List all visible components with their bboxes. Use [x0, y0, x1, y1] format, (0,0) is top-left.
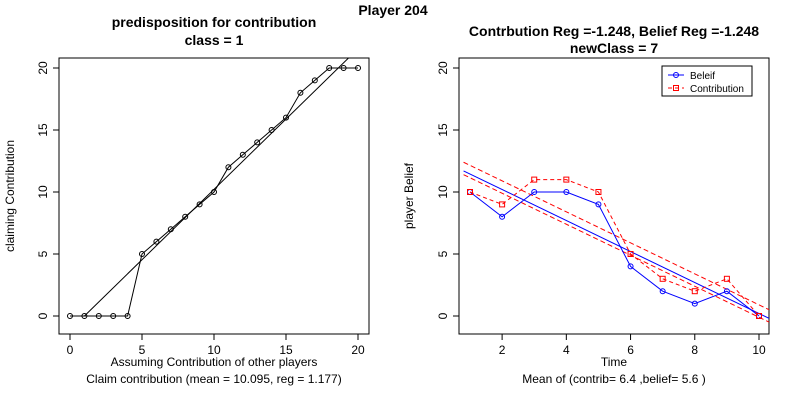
right-series-line-beleif: [469, 191, 760, 317]
left-series-line: [70, 67, 358, 317]
right-data-point-contribution: [563, 176, 570, 183]
right-x-tick-label: 4: [563, 343, 570, 357]
right-y-tick-label: 20: [436, 61, 450, 75]
right-title-line1: Contrbution Reg =-1.248, Belief Reg =-1.…: [469, 23, 759, 39]
right-y-tick-label: 10: [436, 185, 450, 199]
right-plot-frame: [458, 57, 770, 335]
left-y-tick-label: 20: [36, 61, 50, 75]
right-data-point-contribution: [595, 189, 602, 195]
right-trend-line: [463, 170, 769, 319]
right-x-axis-label: Time: [601, 355, 628, 369]
left-plot-frame: [58, 57, 370, 335]
right-y-tick-label: 5: [436, 250, 450, 257]
left-data-point: [254, 139, 261, 146]
right-y-tick-label: 15: [436, 123, 450, 137]
left-x-tick-label: 5: [139, 343, 146, 357]
left-data-point: [239, 151, 246, 158]
right-plot-marks: [463, 161, 769, 323]
left-data-point: [95, 313, 102, 319]
left-data-point: [81, 313, 88, 319]
left-x-tick-label: 0: [67, 343, 74, 357]
right-x-tick-label: 6: [627, 343, 634, 357]
right-data-point-beleif: [595, 201, 602, 208]
legend-marker-beleif: [673, 72, 679, 78]
left-data-point: [196, 201, 203, 208]
left-plot-marks: [67, 58, 361, 319]
right-x-tick-label: 8: [691, 343, 698, 357]
right-y-tick-label: 0: [436, 312, 450, 319]
left-data-point: [283, 114, 289, 121]
right-data-point-contribution: [467, 189, 473, 195]
right-trend-line: [463, 174, 769, 323]
right-data-point-beleif: [691, 300, 698, 307]
right-trend-line: [463, 161, 769, 311]
left-data-point: [110, 313, 117, 319]
right-y-axis: 0 5 10 15 20: [436, 61, 459, 319]
right-x-tick-label: 10: [752, 343, 766, 357]
left-y-axis-label: claiming Contribution: [3, 140, 17, 252]
right-data-point-beleif: [659, 288, 666, 295]
left-x-tick-label: 20: [351, 343, 365, 357]
left-data-point: [182, 213, 189, 220]
left-data-point: [311, 77, 318, 84]
right-x-axis: 2 4 6 8 10: [499, 334, 766, 357]
figure-title: Player 204: [358, 2, 427, 18]
right-data-point-beleif: [563, 189, 570, 195]
right-data-point-contribution: [723, 275, 730, 282]
left-data-point: [355, 65, 361, 71]
right-data-point-beleif: [531, 189, 538, 195]
left-x-axis: 0 5 10 15 20: [67, 334, 365, 357]
legend-marker-contribution: [673, 85, 679, 91]
left-caption: Claim contribution (mean = 10.095, reg =…: [86, 372, 341, 386]
right-caption: Mean of (contrib= 6.4 ,belief= 5.6 ): [522, 372, 705, 386]
left-panel: predisposition for contribution class = …: [3, 14, 370, 386]
right-data-point-contribution: [531, 176, 538, 183]
left-regression-line: [84, 58, 350, 317]
left-y-tick-label: 10: [36, 185, 50, 199]
right-y-axis-label: player Belief: [402, 162, 416, 229]
right-data-point-beleif: [627, 263, 634, 270]
left-x-tick-label: 10: [207, 343, 221, 357]
left-y-axis: 0 5 10 15 20: [36, 61, 59, 319]
left-data-point: [153, 238, 160, 245]
left-x-tick-label: 15: [279, 343, 293, 357]
right-panel: Contrbution Reg =-1.248, Belief Reg =-1.…: [402, 23, 770, 386]
left-data-point: [340, 65, 347, 71]
right-data-point-contribution: [691, 288, 698, 295]
left-title-line2: class = 1: [185, 32, 244, 48]
right-data-point-beleif: [499, 213, 506, 220]
right-data-point-contribution: [659, 275, 666, 282]
left-y-tick-label: 0: [36, 312, 50, 319]
left-title-line1: predisposition for contribution: [112, 14, 317, 30]
right-data-point-contribution: [499, 201, 506, 208]
legend-label-beleif: Beleif: [690, 71, 715, 82]
left-data-point: [297, 89, 304, 96]
right-title-line2: newClass = 7: [570, 40, 659, 56]
legend-label-contribution: Contribution: [690, 84, 744, 95]
left-data-point: [225, 164, 232, 171]
left-data-point: [124, 313, 131, 319]
left-x-axis-label: Assuming Contribution of other players: [111, 355, 318, 369]
right-data-point-contribution: [756, 313, 762, 319]
legend: Beleif Contribution: [661, 65, 753, 97]
left-y-tick-label: 5: [36, 250, 50, 257]
right-data-point-beleif: [723, 288, 730, 295]
right-x-tick-label: 2: [499, 343, 506, 357]
left-data-point: [67, 313, 73, 319]
right-data-point-contribution: [627, 251, 634, 257]
right-series-line-contribution: [469, 179, 760, 317]
left-data-point: [326, 65, 333, 71]
left-data-point: [139, 251, 145, 257]
left-y-tick-label: 15: [36, 123, 50, 137]
